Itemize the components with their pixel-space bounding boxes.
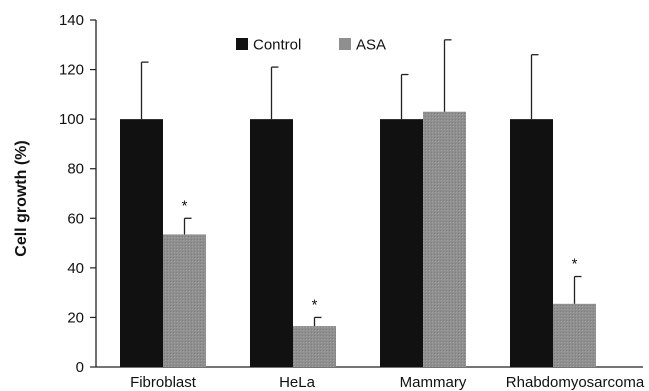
legend-label-asa: ASA <box>356 37 386 54</box>
control-bar <box>380 119 423 368</box>
y-tick-label: 20 <box>67 309 84 326</box>
significance-star: * <box>182 197 188 214</box>
y-tick-label: 40 <box>67 260 84 277</box>
significance-star: * <box>312 296 318 313</box>
error-bars <box>140 39 582 327</box>
y-axis-title: Cell growth (%) <box>13 140 30 256</box>
asa-bar <box>423 111 466 367</box>
asa-bar <box>163 234 206 367</box>
control-bar <box>250 119 293 368</box>
y-tick-label: 120 <box>59 62 84 79</box>
bars <box>120 111 596 368</box>
x-tick-label: Mammary <box>400 374 467 391</box>
y-tick-label: 60 <box>67 210 84 227</box>
asa-bar <box>293 326 336 367</box>
legend-swatch-asa <box>339 38 351 50</box>
legend: Control ASA <box>236 37 386 54</box>
significance-star: * <box>572 256 578 273</box>
y-tick-label: 100 <box>59 111 84 128</box>
x-tick-label: HeLa <box>279 374 316 391</box>
x-tick-label: Fibroblast <box>130 374 197 391</box>
control-bar <box>120 119 163 368</box>
asa-bar <box>553 303 596 367</box>
labels: 0 20 40 60 80 100 120 140 Cell growth (%) Fibrobl… <box>13 12 645 391</box>
legend-swatch-control <box>236 38 248 50</box>
y-tick-label: 0 <box>76 359 84 376</box>
legend-label-control: Control <box>253 37 301 54</box>
x-tick-label: Rhabdomyosarcoma <box>506 374 645 391</box>
control-bar <box>510 119 553 368</box>
y-tick-label: 80 <box>67 161 84 178</box>
y-tick-label: 140 <box>59 12 84 29</box>
